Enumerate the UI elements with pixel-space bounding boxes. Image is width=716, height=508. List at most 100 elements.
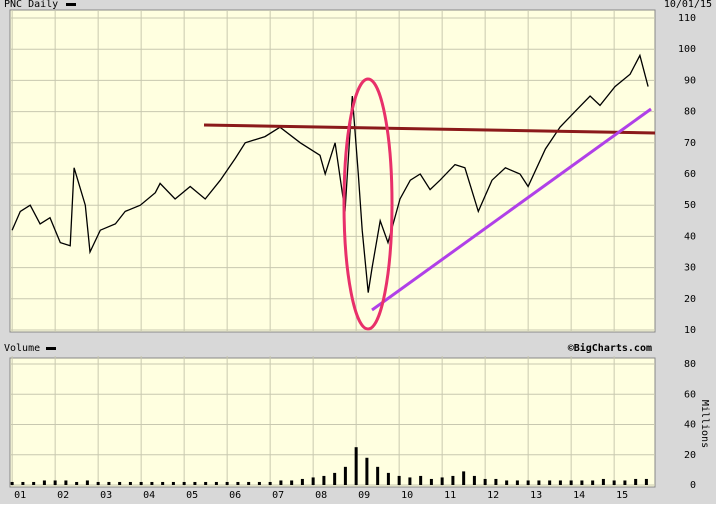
volume-bar: [386, 472, 390, 485]
volume-bar: [182, 481, 186, 485]
volume-bar: [32, 481, 36, 485]
date-label: 10/01/15: [664, 0, 712, 10]
y-tick-label: 110: [678, 13, 696, 24]
y-tick-label: 50: [684, 200, 696, 211]
volume-bar: [268, 481, 272, 485]
y-axis-label: Millions: [699, 400, 710, 448]
volume-bar: [150, 481, 154, 485]
volume-bar: [225, 481, 229, 485]
volume-bar: [440, 477, 444, 485]
highlight-ellipse: [342, 77, 394, 331]
x-tick-label: 05: [186, 490, 198, 501]
volume-bar: [408, 477, 412, 485]
volume-bar: [279, 480, 283, 485]
y-tick-label: 20: [684, 450, 696, 461]
volume-bar: [505, 480, 509, 485]
volume-bar: [214, 481, 218, 485]
volume-bar: [462, 471, 466, 485]
volume-bar: [558, 480, 562, 485]
volume-bar: [85, 480, 89, 485]
y-tick-label: 90: [684, 75, 696, 86]
volume-bar: [322, 475, 326, 485]
volume-bar: [21, 481, 25, 485]
x-tick-label: 10: [401, 490, 413, 501]
volume-bar: [333, 472, 337, 485]
x-tick-label: 13: [530, 490, 542, 501]
volume-bar: [634, 478, 638, 485]
volume-bar: [483, 478, 487, 485]
volume-bar: [204, 481, 208, 485]
volume-bar: [290, 480, 294, 485]
volume-bar: [193, 481, 197, 485]
volume-bar: [139, 481, 143, 485]
x-tick-label: 15: [616, 490, 628, 501]
volume-bar: [247, 481, 251, 485]
volume-bar: [537, 480, 541, 485]
volume-bar: [354, 447, 358, 485]
volume-bar: [376, 466, 380, 485]
volume-bar: [161, 481, 165, 485]
source-label: ©BigCharts.com: [568, 342, 652, 354]
x-tick-label: 08: [315, 490, 327, 501]
volume-bar: [171, 481, 175, 485]
x-tick-label: 01: [14, 490, 26, 501]
x-tick-label: 04: [143, 490, 155, 501]
y-tick-label: 60: [684, 169, 696, 180]
volume-bar: [42, 480, 46, 485]
volume-bar: [64, 480, 68, 485]
x-tick-label: 03: [100, 490, 112, 501]
x-tick-label: 06: [229, 490, 241, 501]
volume-bar: [548, 480, 552, 485]
volume-bar: [429, 478, 433, 485]
y-tick-label: 80: [684, 107, 696, 118]
volume-bar: [365, 457, 369, 485]
volume-bar: [591, 480, 595, 485]
volume-bar: [343, 466, 347, 485]
x-tick-label: 12: [487, 490, 499, 501]
volume-panel: [9, 357, 656, 488]
volume-bar: [526, 480, 530, 485]
volume-bar: [612, 480, 616, 485]
volume-bar: [419, 475, 423, 485]
x-tick-label: 02: [57, 490, 69, 501]
y-tick-label: 100: [678, 44, 696, 55]
y-tick-label: 70: [684, 138, 696, 149]
volume-bar: [10, 481, 14, 485]
volume-bar: [107, 481, 111, 485]
volume-bar: [451, 475, 455, 485]
volume-bar: [128, 481, 132, 485]
volume-bar: [644, 478, 648, 485]
y-tick-label: 80: [684, 359, 696, 370]
volume-bar: [53, 480, 57, 485]
x-tick-label: 07: [272, 490, 284, 501]
y-tick-label: 60: [684, 389, 696, 400]
y-tick-label: 30: [684, 263, 696, 274]
x-tick-label: 11: [444, 490, 456, 501]
x-tick-label: 09: [358, 490, 370, 501]
volume-bar: [580, 480, 584, 485]
y-tick-label: 10: [684, 325, 696, 336]
y-tick-label: 40: [684, 420, 696, 431]
volume-bar: [311, 477, 315, 485]
volume-bar: [300, 478, 304, 485]
trend-line: [371, 107, 652, 312]
volume-bar: [397, 475, 401, 485]
volume-bar: [257, 481, 261, 485]
volume-bar: [494, 478, 498, 485]
volume-bar: [472, 475, 476, 485]
chart-title: PNC Daily: [4, 0, 58, 10]
volume-bar: [569, 480, 573, 485]
x-tick-label: 14: [573, 490, 585, 501]
y-tick-label: 0: [690, 480, 696, 491]
y-tick-label: 40: [684, 231, 696, 242]
volume-bar: [96, 481, 100, 485]
volume-bar: [118, 481, 122, 485]
resistance-line: [203, 123, 656, 135]
volume-bar: [623, 480, 627, 485]
volume-bar: [236, 481, 240, 485]
volume-bar: [75, 481, 79, 485]
legend-swatch: [46, 347, 56, 350]
volume-bar: [601, 478, 605, 485]
volume-title: Volume: [4, 343, 40, 354]
